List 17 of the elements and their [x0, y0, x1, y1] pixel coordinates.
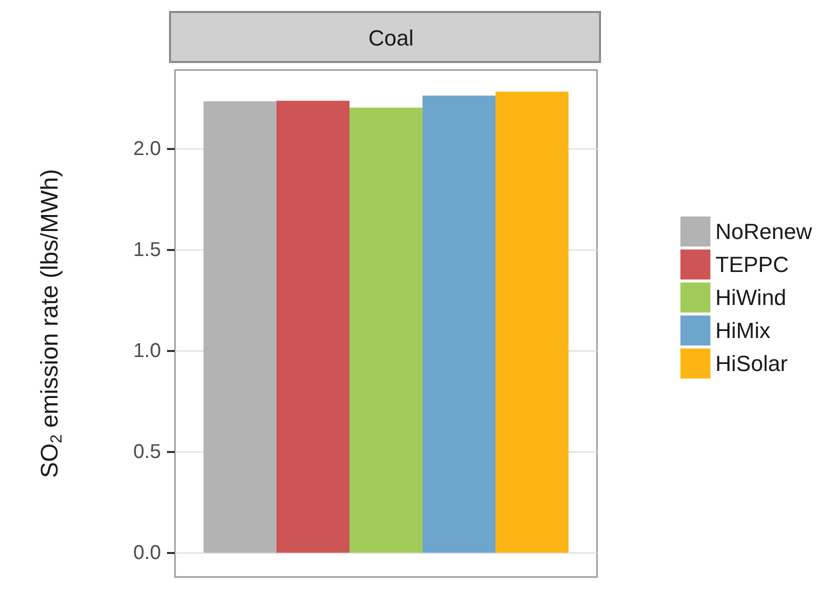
bar: [276, 100, 350, 553]
bar: [203, 101, 276, 553]
legend-label: HiSolar: [715, 351, 788, 376]
bar: [422, 96, 496, 553]
legend-label: HiWind: [715, 285, 786, 310]
bar: [349, 108, 423, 553]
y-tick-label: 1.5: [133, 238, 161, 261]
y-axis-title: SO2 emission rate (lbs/MWh): [36, 169, 66, 478]
y-tick-label: 1.0: [133, 340, 161, 362]
y-tick-label: 0.0: [133, 542, 161, 564]
legend-label: TEPPC: [715, 252, 789, 277]
chart-title: Coal: [368, 26, 414, 50]
y-tick-label: 0.5: [133, 440, 161, 463]
legend-label: NoRenew: [715, 219, 812, 244]
bar: [496, 92, 569, 553]
legend-label: HiMix: [715, 318, 770, 343]
y-tick-label: 2.0: [133, 138, 161, 160]
